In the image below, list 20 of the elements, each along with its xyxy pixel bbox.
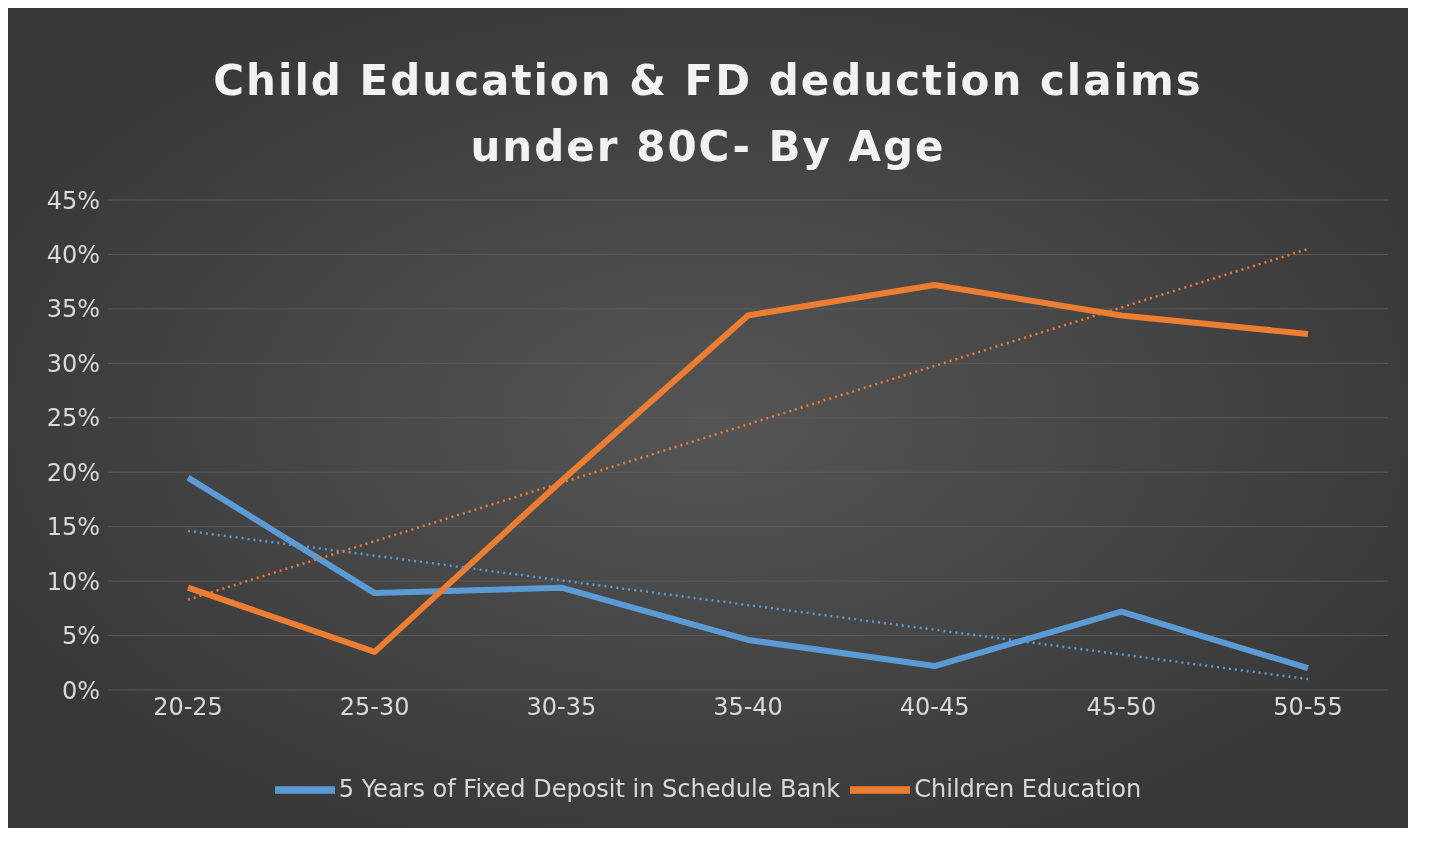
y-tick-label: 25% [46,404,100,433]
x-tick-label: 50-55 [1273,693,1343,722]
y-tick-label: 20% [46,458,100,487]
y-tick-label: 5% [61,622,100,651]
y-tick-label: 0% [61,676,100,705]
chart-title: Child Education & FD deduction claims under 80C- By Age [212,55,1204,173]
x-tick-label: 45-50 [1086,693,1157,722]
x-tick-label: 35-40 [713,693,783,722]
x-tick-label: 20-25 [153,693,223,722]
y-tick-label: 35% [46,295,100,324]
y-tick-label: 45% [46,186,100,215]
y-tick-label: 30% [46,349,100,378]
y-tick-label: 15% [46,513,100,542]
x-tick-label: 30-35 [526,693,597,722]
y-tick-label: 10% [46,567,100,596]
legend-label: Children Education [914,775,1142,803]
y-tick-label: 40% [46,240,100,269]
x-tick-label: 40-45 [899,693,970,722]
legend-label: 5 Years of Fixed Deposit in Schedule Bank [338,775,841,803]
x-tick-label: 25-30 [339,693,410,722]
